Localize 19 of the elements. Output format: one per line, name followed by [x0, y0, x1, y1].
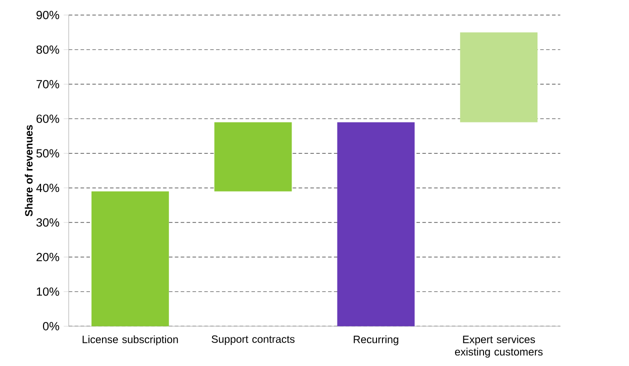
- y-axis-title: Share of revenues: [24, 125, 33, 216]
- x-tick-label: License subscription: [82, 335, 178, 346]
- y-tick-label: 10%: [36, 287, 60, 296]
- y-tick-label: 30%: [36, 218, 60, 227]
- bar: [460, 32, 538, 122]
- y-tick-label: 20%: [36, 252, 60, 262]
- x-tick-label: Expert services existing customers: [455, 335, 543, 358]
- y-tick-label: 70%: [36, 80, 60, 88]
- x-tick-label: Recurring: [354, 335, 398, 346]
- x-tick-label: Support contracts: [212, 335, 295, 346]
- bar: [91, 191, 169, 326]
- y-tick-label: 90%: [36, 10, 60, 20]
- bar: [214, 122, 292, 192]
- y-tick-label: 80%: [36, 45, 60, 54]
- y-tick-label: 60%: [36, 114, 60, 123]
- y-tick-label: 0%: [42, 322, 60, 330]
- y-tick-label: 50%: [36, 149, 60, 158]
- bar: [337, 122, 415, 326]
- y-tick-label: 40%: [36, 184, 60, 192]
